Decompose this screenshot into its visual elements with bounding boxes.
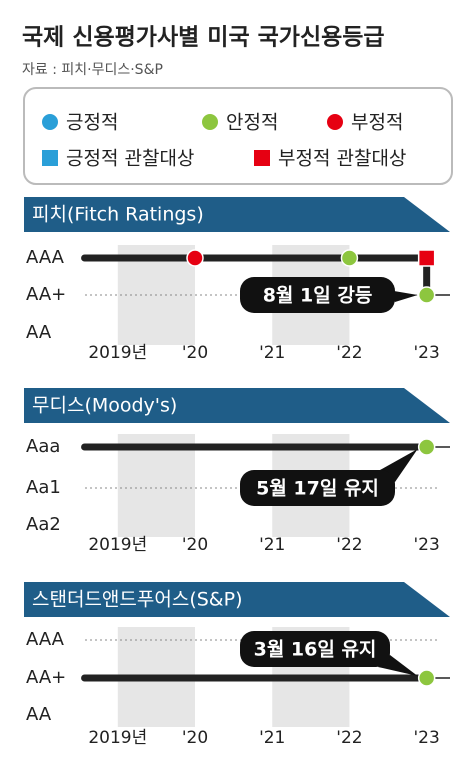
legend-label: 부정적 관찰대상 xyxy=(278,148,406,170)
x-tick-label: '23 xyxy=(414,728,440,748)
rating-label: AA xyxy=(26,704,52,725)
marker xyxy=(186,249,204,267)
panel-header xyxy=(24,388,450,423)
callout-box xyxy=(240,277,395,313)
callout-box xyxy=(240,470,395,506)
callout-text: 3월 16일 유지 xyxy=(254,639,377,661)
x-tick-label: 2019년 xyxy=(88,343,147,363)
marker xyxy=(417,438,436,456)
x-tick-label: '21 xyxy=(259,535,285,555)
rating-label: AA+ xyxy=(26,667,66,688)
marker xyxy=(202,114,218,130)
title: 국제 신용평가사별 미국 국가신용등급 xyxy=(22,25,385,51)
x-tick-label: '20 xyxy=(182,343,208,363)
panel-title: 무디스(Moody's) xyxy=(32,395,177,417)
rating-label: AA xyxy=(26,322,52,343)
marker xyxy=(417,286,436,304)
panel-header xyxy=(24,197,450,232)
x-tick-label: '20 xyxy=(182,728,208,748)
x-tick-label: 2019년 xyxy=(88,535,147,555)
legend-label: 긍정적 xyxy=(66,112,118,134)
x-tick-label: '21 xyxy=(259,728,285,748)
x-tick-label: '23 xyxy=(414,343,440,363)
x-tick-label: '20 xyxy=(182,535,208,555)
rating-label: Aa1 xyxy=(26,477,61,498)
rating-label: AA+ xyxy=(26,284,66,305)
legend-label: 안정적 xyxy=(226,112,278,134)
marker xyxy=(42,150,58,166)
marker xyxy=(42,114,58,130)
rating-label: AAA xyxy=(26,247,65,268)
legend-label: 부정적 xyxy=(351,112,403,134)
rating-label: Aaa xyxy=(26,436,60,457)
legend-box xyxy=(23,87,453,185)
x-tick-label: 2019년 xyxy=(88,728,147,748)
marker xyxy=(340,249,359,267)
panel-title: 스탠더드앤드푸어스(S&P) xyxy=(32,589,242,611)
x-tick-label: '22 xyxy=(336,728,362,748)
x-tick-label: '22 xyxy=(336,535,362,555)
x-tick-label: '21 xyxy=(259,343,285,363)
callout-box xyxy=(240,631,390,667)
marker xyxy=(254,150,270,166)
marker xyxy=(417,669,436,687)
panel-header xyxy=(24,582,450,617)
panel-title: 피치(Fitch Ratings) xyxy=(32,204,204,226)
source: 자료 : 피치·무디스·S&P xyxy=(22,62,163,78)
callout-text: 8월 1일 강등 xyxy=(263,285,373,307)
marker xyxy=(327,114,343,130)
rating-label: Aa2 xyxy=(26,514,61,535)
legend-label: 긍정적 관찰대상 xyxy=(66,148,194,170)
callout-tail xyxy=(388,290,418,302)
marker xyxy=(417,249,436,267)
shaded-year xyxy=(117,434,195,537)
x-tick-label: '23 xyxy=(414,535,440,555)
rating-label: AAA xyxy=(26,629,65,650)
callout-text: 5월 17일 유지 xyxy=(256,478,379,500)
x-tick-label: '22 xyxy=(336,343,362,363)
